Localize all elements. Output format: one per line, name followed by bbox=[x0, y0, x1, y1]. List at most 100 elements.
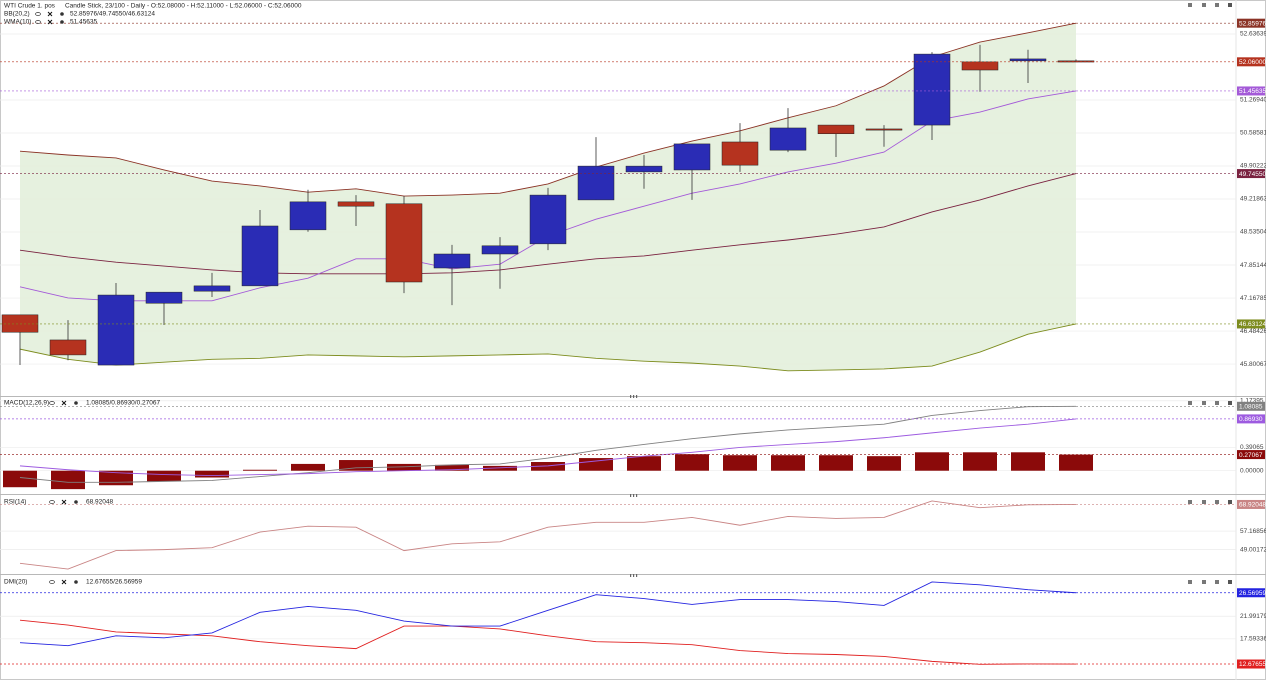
panel-control[interactable] bbox=[1188, 500, 1192, 504]
last-value-tag bbox=[1237, 57, 1265, 67]
candle-body bbox=[913, 53, 951, 126]
histogram-bar bbox=[195, 470, 229, 478]
icon-visibility[interactable] bbox=[49, 500, 55, 504]
icon-settings[interactable] bbox=[74, 401, 78, 405]
resize-grip[interactable] bbox=[636, 395, 638, 398]
last-value-label: 12.67655 bbox=[1239, 661, 1266, 668]
histogram-bar bbox=[483, 465, 517, 471]
panel-control[interactable] bbox=[1228, 500, 1232, 504]
candle-body bbox=[865, 128, 903, 131]
y-tick-label: 57.16856 bbox=[1240, 528, 1266, 535]
panel-control[interactable] bbox=[1188, 3, 1192, 7]
y-tick-label: 51.26940 bbox=[1240, 97, 1266, 104]
histogram-bar bbox=[99, 470, 133, 486]
candle-body bbox=[1, 314, 39, 333]
histogram-bar bbox=[867, 456, 901, 471]
candle-body bbox=[529, 194, 567, 245]
histogram-bar bbox=[723, 455, 757, 471]
candle-body bbox=[577, 165, 615, 201]
chart-title: WTI Crude 1. pos bbox=[4, 3, 56, 10]
resize-grip[interactable] bbox=[633, 574, 635, 577]
resize-grip[interactable] bbox=[633, 395, 635, 398]
last-value-tag bbox=[1237, 319, 1265, 329]
indicator-legend-value: 1.08085/0.86930/0.27067 bbox=[86, 400, 160, 407]
last-value-label: 0.27067 bbox=[1239, 452, 1263, 459]
last-value-tag bbox=[1237, 169, 1265, 179]
last-value-tag bbox=[1237, 86, 1265, 96]
panel-control[interactable] bbox=[1202, 580, 1206, 584]
last-value-label: 1.08085 bbox=[1239, 404, 1263, 411]
icon-settings[interactable] bbox=[74, 580, 78, 584]
candle-body bbox=[241, 225, 279, 287]
resize-grip[interactable] bbox=[630, 494, 632, 497]
indicator-name: BB(20,2) bbox=[4, 11, 30, 18]
candle-body bbox=[145, 291, 183, 304]
last-value-label: 52.06000 bbox=[1239, 59, 1266, 66]
last-value-tag bbox=[1237, 588, 1265, 598]
candle-body bbox=[433, 253, 471, 269]
histogram-bar bbox=[1059, 454, 1093, 471]
panel-control[interactable] bbox=[1202, 401, 1206, 405]
histogram-bar bbox=[387, 463, 421, 471]
icon-visibility[interactable] bbox=[35, 20, 41, 24]
icon-settings[interactable] bbox=[60, 12, 64, 16]
icon-visibility[interactable] bbox=[35, 12, 41, 16]
icon-visibility[interactable] bbox=[49, 580, 55, 584]
candle-body bbox=[769, 127, 807, 151]
indicator-line bbox=[19, 619, 1077, 665]
resize-grip[interactable] bbox=[633, 494, 635, 497]
panel-control[interactable] bbox=[1215, 3, 1219, 7]
y-tick-label: 46.48426 bbox=[1240, 328, 1266, 335]
resize-grip[interactable] bbox=[630, 574, 632, 577]
candle-body bbox=[337, 201, 375, 207]
indicator-name: MACD(12,26,9) bbox=[4, 400, 49, 407]
indicator-line bbox=[19, 418, 1077, 476]
y-tick-label: 47.16785 bbox=[1240, 295, 1266, 302]
panel-control[interactable] bbox=[1188, 401, 1192, 405]
histogram-bar bbox=[243, 469, 277, 471]
indicator-name: WMA(10) bbox=[4, 19, 31, 26]
icon-remove[interactable] bbox=[47, 11, 53, 17]
panel-control[interactable] bbox=[1215, 401, 1219, 405]
last-value-label: 26.56959 bbox=[1239, 590, 1266, 597]
panel-control[interactable] bbox=[1188, 580, 1192, 584]
icon-remove[interactable] bbox=[61, 400, 67, 406]
indicator-name: DMI(20) bbox=[4, 579, 27, 586]
icon-visibility[interactable] bbox=[49, 401, 55, 405]
last-value-tag bbox=[1237, 18, 1265, 28]
icon-settings[interactable] bbox=[60, 20, 64, 24]
histogram-bar bbox=[1011, 452, 1045, 471]
resize-grip[interactable] bbox=[636, 574, 638, 577]
y-tick-label: 0.39065 bbox=[1240, 444, 1264, 451]
panel-control[interactable] bbox=[1215, 500, 1219, 504]
panel-control[interactable] bbox=[1202, 3, 1206, 7]
last-value-label: 49.74550 bbox=[1239, 171, 1266, 178]
icon-remove[interactable] bbox=[47, 19, 53, 25]
resize-grip[interactable] bbox=[636, 494, 638, 497]
panel-control[interactable] bbox=[1228, 401, 1232, 405]
indicator-legend-value: 68.92048 bbox=[86, 499, 113, 506]
candle-body bbox=[961, 61, 999, 71]
histogram-bar bbox=[771, 455, 805, 471]
panel-control[interactable] bbox=[1228, 3, 1232, 7]
last-value-label: 68.92048 bbox=[1239, 502, 1266, 509]
icon-remove[interactable] bbox=[61, 499, 67, 505]
resize-grip[interactable] bbox=[630, 395, 632, 398]
y-tick-label: 52.63639 bbox=[1240, 31, 1266, 38]
panel-control[interactable] bbox=[1215, 580, 1219, 584]
y-tick-label: 47.85144 bbox=[1240, 262, 1266, 269]
icon-remove[interactable] bbox=[61, 579, 67, 585]
candle-body bbox=[721, 141, 759, 166]
panel-control[interactable] bbox=[1228, 580, 1232, 584]
y-tick-label: 45.80067 bbox=[1240, 361, 1266, 368]
last-value-tag bbox=[1237, 499, 1265, 509]
y-tick-label: 48.53504 bbox=[1240, 229, 1266, 236]
last-value-label: 52.85976 bbox=[1239, 20, 1266, 27]
indicator-line bbox=[19, 405, 1077, 483]
indicator-legend-value: 52.85976/49.74550/46.63124 bbox=[70, 11, 155, 18]
icon-settings[interactable] bbox=[74, 500, 78, 504]
indicator-legend-value: 51.45635 bbox=[70, 19, 97, 26]
indicator-line bbox=[19, 581, 1077, 647]
panel-control[interactable] bbox=[1202, 500, 1206, 504]
